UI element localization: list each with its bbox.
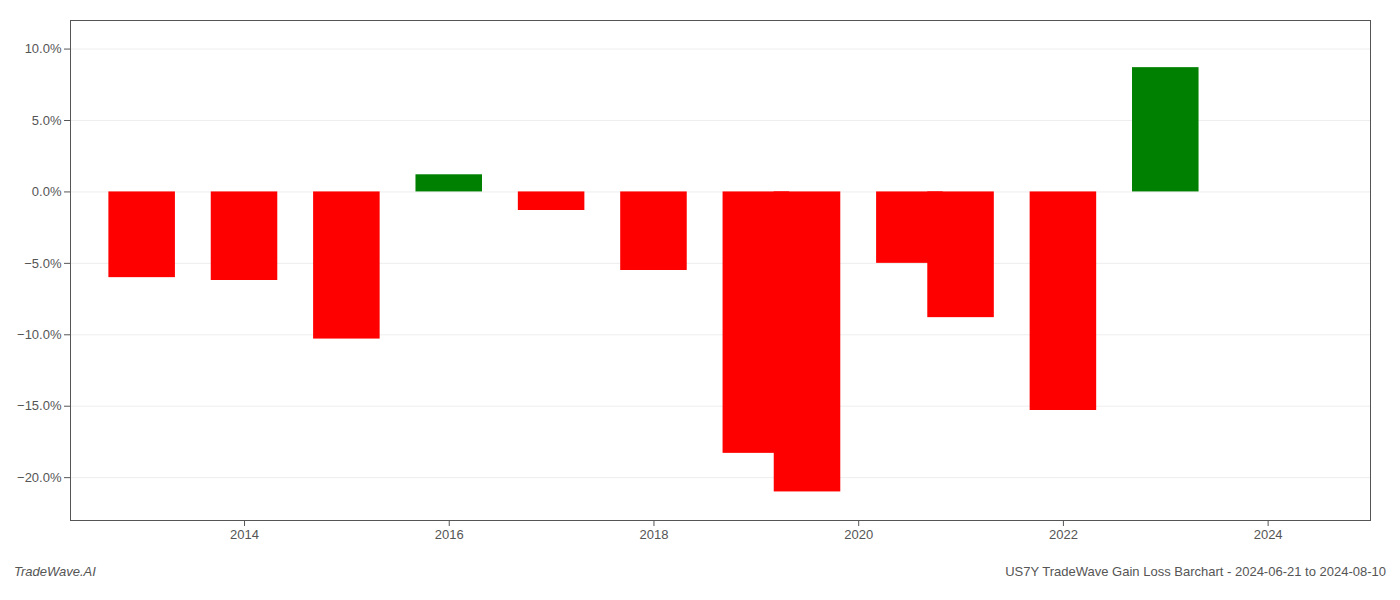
svg-text:2014: 2014	[230, 527, 259, 542]
svg-text:2016: 2016	[435, 527, 464, 542]
html-text:TradeWave.AI: TradeWave.AI	[14, 564, 96, 579]
svg-text:2020: 2020	[844, 527, 873, 542]
svg-text:2018: 2018	[640, 527, 669, 542]
svg-text:5.0%: 5.0%	[32, 113, 62, 128]
svg-text:−10.0%: −10.0%	[17, 327, 62, 342]
svg-text:2022: 2022	[1049, 527, 1078, 542]
svg-text:−20.0%: −20.0%	[17, 470, 62, 485]
html-text:US7Y TradeWave Gain Loss Barch: US7Y TradeWave Gain Loss Barchart - 2024…	[1005, 564, 1386, 579]
svg-text:−5.0%: −5.0%	[24, 256, 62, 271]
svg-text:0.0%: 0.0%	[32, 184, 62, 199]
svg-text:2024: 2024	[1254, 527, 1283, 542]
svg-text:−15.0%: −15.0%	[17, 398, 62, 413]
svg-text:10.0%: 10.0%	[25, 41, 62, 56]
